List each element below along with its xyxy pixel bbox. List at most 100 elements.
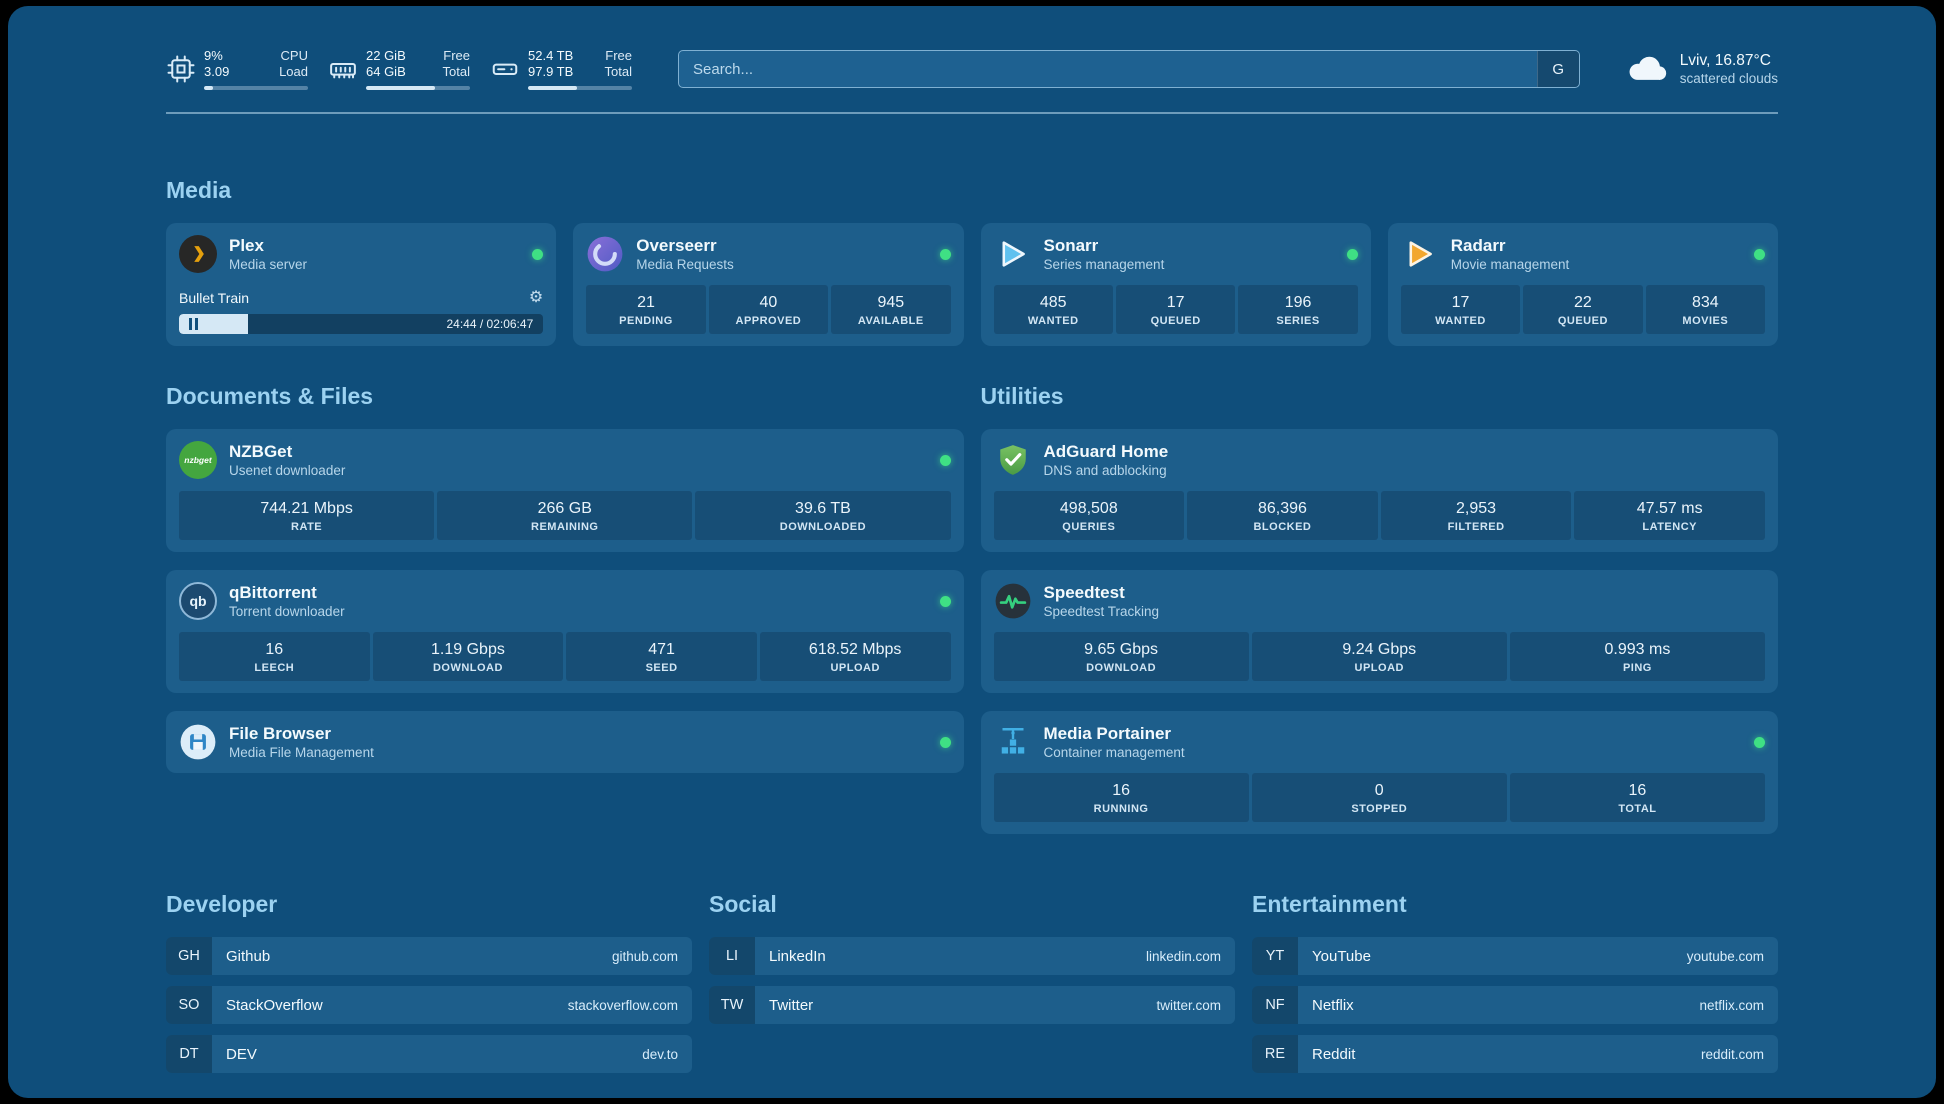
bookmark-abbr: RE	[1252, 1035, 1298, 1073]
card-overseerr[interactable]: Overseerr Media Requests 21 PENDING 40 A…	[573, 223, 964, 346]
top-bar: 9% 3.09 CPU Load	[166, 40, 1778, 98]
bookmark-abbr: LI	[709, 937, 755, 975]
stat-total: 16 TOTAL	[1509, 773, 1766, 822]
bookmark-abbr: NF	[1252, 986, 1298, 1024]
portainer-icon	[994, 723, 1032, 761]
stat-blocked: 86,396 BLOCKED	[1187, 491, 1378, 540]
search-input[interactable]	[679, 51, 1537, 87]
bookmark-dev[interactable]: DT DEV dev.to	[166, 1035, 692, 1073]
app-subtitle: Media server	[229, 257, 308, 272]
bookmark-url: stackoverflow.com	[567, 997, 678, 1013]
cpu-label-bottom: Load	[279, 64, 308, 79]
pause-icon[interactable]	[189, 318, 198, 330]
status-dot	[1346, 248, 1358, 260]
stat-running: 16 RUNNING	[993, 773, 1249, 822]
app-subtitle: Movie management	[1450, 257, 1570, 272]
bookmark-url: twitter.com	[1156, 997, 1221, 1013]
cpu-progress-bar	[204, 86, 308, 90]
app-subtitle: Media File Management	[229, 745, 374, 760]
section-social: Social LI LinkedIn linkedin.com TW Twitt…	[709, 890, 1235, 1024]
ram-label-top: Free	[443, 48, 470, 63]
status-dot	[1754, 736, 1765, 748]
ram-icon	[328, 54, 358, 84]
stat-pending: 21 PENDING	[586, 285, 706, 334]
stat-queries: 498,508 QUERIES	[993, 491, 1185, 540]
bookmark-netflix[interactable]: NF Netflix netflix.com	[1252, 986, 1778, 1024]
bookmark-abbr: SO	[166, 986, 212, 1024]
stat-available: 945 AVAILABLE	[831, 285, 951, 334]
card-filebrowser[interactable]: File Browser Media File Management	[166, 711, 964, 773]
bookmark-twitter[interactable]: TW Twitter twitter.com	[709, 986, 1235, 1024]
stat-approved: 40 APPROVED	[708, 285, 829, 334]
bookmark-reddit[interactable]: RE Reddit reddit.com	[1252, 1035, 1778, 1073]
app-subtitle: Torrent downloader	[229, 604, 345, 619]
sonarr-icon	[994, 235, 1032, 273]
cpu-metric: 9% 3.09 CPU Load	[166, 48, 308, 90]
bookmark-abbr: YT	[1252, 937, 1298, 975]
cpu-usage-value: 9%	[204, 48, 223, 63]
bookmark-stackoverflow[interactable]: SO StackOverflow stackoverflow.com	[166, 986, 692, 1024]
cpu-load-value: 3.09	[204, 64, 230, 79]
section-utilities: Utilities AdGuard Home	[980, 382, 1778, 834]
bookmark-url: dev.to	[642, 1046, 678, 1062]
section-title-utilities: Utilities	[980, 383, 1064, 409]
stat-rate: 744.21 Mbps RATE	[179, 491, 435, 540]
card-sonarr[interactable]: Sonarr Series management 485 WANTED 17 Q…	[980, 223, 1371, 346]
section-title-entertainment: Entertainment	[1252, 891, 1407, 917]
playback-time: 24:44 / 02:06:47	[446, 317, 534, 331]
bookmark-name: Twitter	[769, 996, 814, 1014]
filebrowser-icon	[179, 723, 217, 761]
bookmark-github[interactable]: GH Github github.com	[166, 937, 692, 975]
bookmark-name: YouTube	[1312, 947, 1371, 965]
stat-seed: 471 SEED	[566, 632, 757, 681]
app-name: Overseerr	[636, 236, 717, 255]
playback-progress-bar[interactable]: 24:44 / 02:06:47	[179, 314, 544, 334]
bookmark-name: StackOverflow	[226, 996, 323, 1014]
section-title-media: Media	[166, 177, 232, 203]
stat-wanted: 485 WANTED	[993, 285, 1113, 334]
search-engine-button[interactable]: G	[1536, 51, 1579, 87]
bookmark-linkedin[interactable]: LI LinkedIn linkedin.com	[709, 937, 1235, 975]
card-speedtest[interactable]: Speedtest Speedtest Tracking 9.65 Gbps D…	[980, 570, 1778, 693]
app-name: Sonarr	[1043, 236, 1099, 255]
stat-remaining: 266 GB REMAINING	[437, 491, 693, 540]
bookmark-abbr: TW	[709, 986, 755, 1024]
card-nzbget[interactable]: nzbget NZBGet Usenet downloader 744.21 M…	[166, 429, 964, 552]
card-portainer[interactable]: Media Portainer Container management 16 …	[980, 711, 1778, 834]
app-name: NZBGet	[229, 442, 293, 461]
section-documents: Documents & Files nzbget NZBGet Usenet d…	[166, 382, 964, 773]
nzbget-icon: nzbget	[179, 441, 217, 479]
card-adguard[interactable]: AdGuard Home DNS and adblocking 498,508 …	[980, 429, 1778, 552]
card-qbittorrent[interactable]: qb qBittorrent Torrent downloader 16 LEE…	[166, 570, 964, 693]
stat-movies: 834 MOVIES	[1645, 285, 1766, 334]
bookmark-url: reddit.com	[1700, 1046, 1764, 1062]
bookmark-url: linkedin.com	[1145, 948, 1221, 964]
status-dot	[939, 736, 951, 748]
stat-queued: 17 QUEUED	[1115, 285, 1236, 334]
stat-series: 196 SERIES	[1238, 285, 1358, 334]
section-title-social: Social	[709, 891, 777, 917]
bookmark-youtube[interactable]: YT YouTube youtube.com	[1252, 937, 1778, 975]
app-subtitle: Container management	[1043, 745, 1185, 760]
bookmark-url: github.com	[611, 948, 678, 964]
bookmark-name: Reddit	[1312, 1045, 1356, 1063]
card-plex[interactable]: Plex Media server Bullet Train ⚙︎ 24:44 …	[166, 223, 557, 346]
stat-ping: 0.993 ms PING	[1509, 632, 1766, 681]
bookmark-abbr: DT	[166, 1035, 212, 1073]
stat-download: 9.65 Gbps DOWNLOAD	[993, 632, 1249, 681]
app-name: AdGuard Home	[1043, 442, 1169, 461]
stat-leech: 16 LEECH	[179, 632, 370, 681]
app-name: Plex	[229, 236, 264, 255]
section-title-documents: Documents & Files	[166, 383, 374, 409]
disk-label-bottom: Total	[604, 64, 632, 79]
bookmark-name: DEV	[226, 1045, 257, 1063]
disk-total-value: 97.9 TB	[528, 64, 574, 79]
ram-total-value: 64 GiB	[366, 64, 406, 79]
status-dot	[532, 248, 544, 260]
bookmark-abbr: GH	[166, 937, 212, 975]
gear-icon[interactable]: ⚙︎	[528, 289, 544, 306]
disk-progress-bar	[528, 86, 632, 90]
section-title-developer: Developer	[166, 891, 278, 917]
app-subtitle: Media Requests	[636, 257, 734, 272]
card-radarr[interactable]: Radarr Movie management 17 WANTED 22 QUE…	[1387, 223, 1778, 346]
